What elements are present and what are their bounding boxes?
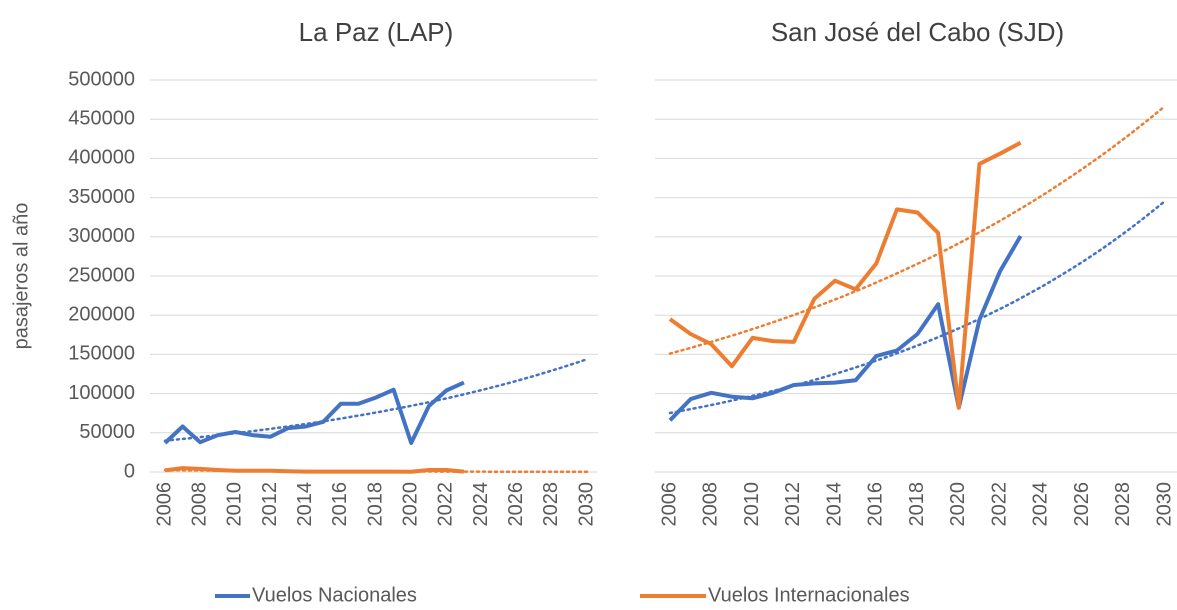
y-tick-label: 150000 [68, 343, 135, 365]
y-tick-label: 200000 [68, 303, 135, 325]
y-tick-label: 350000 [68, 186, 135, 208]
x-tick-label: 2012 [259, 482, 281, 527]
y-tick-label: 0 [124, 460, 135, 482]
legend-label: Vuelos Internacionales [708, 584, 910, 606]
x-tick-label: 2024 [1030, 482, 1052, 527]
series-line [668, 234, 1023, 422]
x-tick-label: 2020 [399, 482, 421, 527]
x-tick-label: 2006 [658, 482, 680, 527]
chart-title: La Paz (LAP) [299, 17, 454, 47]
x-tick-label: 2030 [575, 482, 597, 527]
y-tick-label: 100000 [68, 382, 135, 404]
series-line [668, 140, 1022, 410]
trendline [668, 104, 1167, 355]
x-tick-label: 2010 [224, 482, 246, 527]
x-tick-label: 2018 [364, 482, 386, 527]
x-tick-label: 2010 [741, 482, 763, 527]
chart-title: San José del Cabo (SJD) [771, 17, 1064, 47]
x-tick-label: 2016 [865, 482, 887, 527]
legend-label: Vuelos Nacionales [252, 584, 417, 606]
x-tick-label: 2026 [1071, 482, 1093, 527]
x-tick-label: 2018 [906, 482, 928, 527]
y-tick-label: 250000 [68, 264, 135, 286]
series-line [163, 380, 465, 445]
x-tick-label: 2022 [435, 482, 457, 527]
x-tick-label: 2020 [947, 482, 969, 527]
y-tick-label: 50000 [79, 421, 135, 443]
series-line [164, 466, 465, 474]
x-tick-label: 2028 [540, 482, 562, 527]
y-tick-label: 450000 [68, 107, 135, 129]
x-tick-label: 2016 [329, 482, 351, 527]
y-axis-label: pasajeros al año [10, 203, 32, 350]
x-tick-label: 2030 [1153, 482, 1175, 527]
x-tick-label: 2014 [294, 482, 316, 527]
x-tick-label: 2008 [700, 482, 722, 527]
x-tick-label: 2024 [470, 482, 492, 527]
y-tick-label: 300000 [68, 225, 135, 247]
x-tick-label: 2012 [782, 482, 804, 527]
trendline [163, 357, 589, 442]
x-tick-label: 2028 [1112, 482, 1134, 527]
x-tick-label: 2006 [153, 482, 175, 527]
y-tick-label: 500000 [68, 68, 135, 90]
y-tick-label: 400000 [68, 147, 135, 169]
x-tick-label: 2014 [823, 482, 845, 527]
x-tick-label: 2022 [988, 482, 1010, 527]
x-tick-label: 2008 [188, 482, 210, 527]
x-tick-label: 2026 [505, 482, 527, 527]
trendline [668, 199, 1167, 415]
